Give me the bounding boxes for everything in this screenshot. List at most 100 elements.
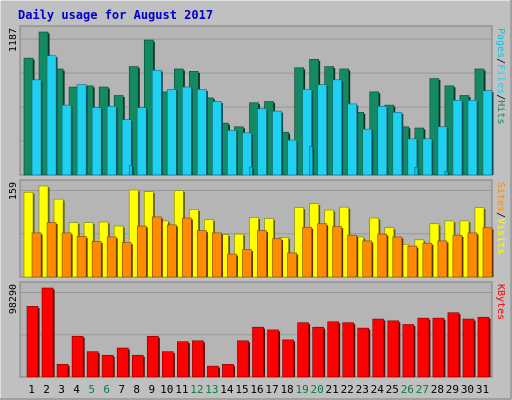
bar-sites-day-24 bbox=[377, 233, 388, 278]
bar-sites-day-10 bbox=[167, 224, 177, 278]
bar-sites-day-18 bbox=[287, 252, 297, 278]
bar-sites-day-31 bbox=[482, 227, 493, 278]
bar-files-day-19 bbox=[302, 89, 312, 176]
x-tick-label-day-31: 31 bbox=[476, 383, 489, 396]
bar-sites-day-14 bbox=[227, 253, 237, 278]
bar-sites-day-26 bbox=[407, 245, 418, 278]
bar-kbytes-day-17 bbox=[267, 329, 279, 378]
bar-kbytes-day-25 bbox=[387, 320, 400, 378]
bar-sites-day-1 bbox=[31, 232, 42, 278]
x-tick-label-day-26: 26 bbox=[401, 383, 414, 396]
legend-entry: KBytes bbox=[495, 284, 506, 320]
bar-files-day-27 bbox=[422, 138, 433, 176]
x-tick-label-day-13: 13 bbox=[205, 383, 218, 396]
legend-entry: Visits bbox=[495, 218, 506, 254]
bar-sites-day-28 bbox=[437, 240, 448, 278]
bar-pages-day-19 bbox=[309, 146, 313, 176]
x-tick-label-day-3: 3 bbox=[58, 383, 65, 396]
bar-sites-day-9 bbox=[151, 216, 162, 278]
bar-files-day-29 bbox=[452, 100, 463, 176]
x-tick-label-day-24: 24 bbox=[371, 383, 385, 396]
bar-files-day-28 bbox=[437, 126, 448, 176]
chart-panels: 1187 Pages/Files/Hits 159 Sites/Visits 98290… bbox=[8, 25, 506, 378]
panel-kbytes: 98290 KBytes bbox=[8, 281, 506, 378]
x-tick-label-day-9: 9 bbox=[148, 383, 155, 396]
legend-entry: / bbox=[495, 58, 506, 64]
bar-sites-day-20 bbox=[317, 223, 327, 278]
bar-sites-day-17 bbox=[272, 238, 282, 278]
bar-files-day-12 bbox=[197, 89, 207, 176]
x-tick-label-day-27: 27 bbox=[416, 383, 429, 396]
bar-kbytes-day-11 bbox=[177, 341, 189, 378]
legend-entry: Files bbox=[495, 64, 506, 94]
bar-files-day-13 bbox=[212, 101, 222, 176]
bar-sites-day-7 bbox=[121, 242, 132, 278]
bar-files-day-10 bbox=[167, 89, 177, 176]
x-tick-label-day-25: 25 bbox=[386, 383, 399, 396]
bar-files-day-2 bbox=[46, 55, 57, 176]
bar-kbytes-day-12 bbox=[192, 340, 204, 378]
x-tick-label-day-29: 29 bbox=[446, 383, 459, 396]
x-tick-label-day-12: 12 bbox=[190, 383, 203, 396]
legend-entry: / bbox=[495, 94, 506, 100]
bar-kbytes-day-27 bbox=[417, 317, 430, 378]
bar-sites-day-15 bbox=[242, 249, 252, 278]
bar-files-day-30 bbox=[467, 100, 478, 176]
bar-files-day-14 bbox=[227, 130, 237, 176]
legend: KBytes bbox=[495, 284, 506, 320]
x-tick-label-day-19: 19 bbox=[295, 383, 308, 396]
x-tick-label-day-14: 14 bbox=[220, 383, 234, 396]
bar-files-day-9 bbox=[151, 69, 162, 176]
legend-entry: Pages bbox=[495, 28, 506, 58]
bar-files-day-22 bbox=[347, 103, 358, 176]
bar-files-day-20 bbox=[317, 84, 327, 176]
bar-sites-day-21 bbox=[332, 226, 342, 278]
bar-kbytes-day-13 bbox=[207, 365, 219, 378]
bar-kbytes-day-5 bbox=[86, 351, 99, 378]
bar-kbytes-day-24 bbox=[372, 318, 385, 378]
bar-files-day-5 bbox=[91, 107, 102, 176]
bar-files-day-6 bbox=[106, 106, 117, 176]
x-tick-label-day-16: 16 bbox=[250, 383, 263, 396]
bar-sites-day-25 bbox=[392, 236, 403, 278]
bar-files-day-1 bbox=[31, 79, 42, 176]
bar-kbytes-day-10 bbox=[161, 351, 174, 378]
bar-sites-day-19 bbox=[302, 226, 312, 278]
legend: Pages/Files/Hits bbox=[495, 28, 506, 124]
bar-hits-day-1 bbox=[23, 57, 34, 176]
bar-sites-day-8 bbox=[136, 225, 147, 278]
bar-sites-day-6 bbox=[106, 236, 117, 278]
bar-visits-day-1 bbox=[23, 191, 34, 278]
bar-kbytes-day-30 bbox=[462, 318, 475, 378]
x-tick-label-day-22: 22 bbox=[341, 383, 354, 396]
x-tick-label-day-28: 28 bbox=[431, 383, 444, 396]
panel-hits-files-pages: 1187 Pages/Files/Hits bbox=[8, 25, 506, 176]
y-max-label: 159 bbox=[8, 182, 19, 200]
bar-sites-day-2 bbox=[46, 222, 57, 278]
bar-kbytes-day-15 bbox=[237, 340, 249, 378]
bar-files-day-21 bbox=[332, 79, 342, 176]
bar-files-day-25 bbox=[392, 112, 403, 176]
panel-visits-sites: 159 Sites/Visits bbox=[8, 179, 506, 278]
bar-kbytes-day-4 bbox=[71, 335, 84, 378]
bar-files-day-26 bbox=[407, 138, 418, 176]
x-tick-label-day-4: 4 bbox=[73, 383, 80, 396]
x-tick-label-day-23: 23 bbox=[356, 383, 369, 396]
bar-pages-day-7 bbox=[128, 165, 133, 176]
bar-files-day-17 bbox=[272, 110, 282, 176]
bar-kbytes-day-29 bbox=[447, 312, 460, 378]
bar-sites-day-22 bbox=[347, 234, 358, 278]
x-tick-label-day-15: 15 bbox=[235, 383, 248, 396]
bar-sites-day-3 bbox=[61, 232, 72, 278]
x-tick-label-day-2: 2 bbox=[43, 383, 50, 396]
bar-files-day-7 bbox=[121, 119, 132, 176]
bar-sites-day-4 bbox=[76, 236, 87, 278]
bar-files-day-15 bbox=[242, 132, 252, 176]
bar-files-day-11 bbox=[182, 86, 192, 176]
x-tick-label-day-5: 5 bbox=[88, 383, 95, 396]
bar-pages-day-28 bbox=[444, 171, 449, 176]
x-tick-label-day-11: 11 bbox=[175, 383, 188, 396]
bar-sites-day-29 bbox=[452, 234, 463, 278]
legend: Sites/Visits bbox=[495, 182, 506, 254]
